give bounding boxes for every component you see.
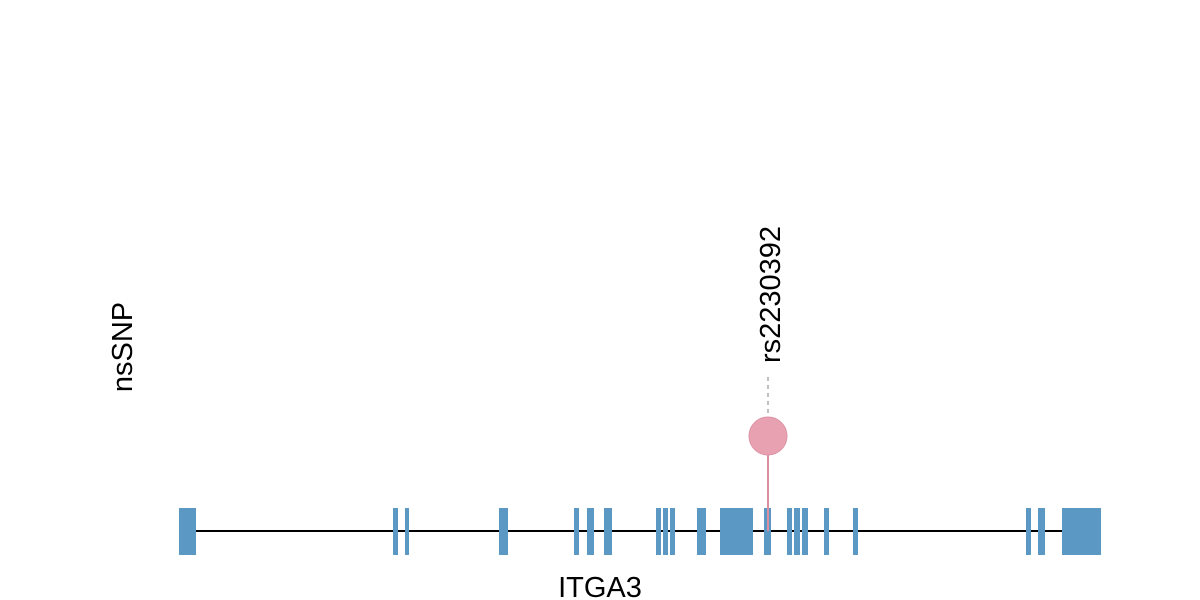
exon-1 (179, 508, 196, 555)
exon-5 (574, 508, 579, 555)
exon-18 (824, 508, 829, 555)
exon-12 (720, 508, 727, 555)
exon-16 (794, 508, 800, 555)
exon-15 (787, 508, 792, 555)
exon-17 (802, 508, 808, 555)
exon-6 (587, 508, 594, 555)
exon-11 (697, 508, 706, 555)
exon-21 (1038, 508, 1045, 555)
exon-22 (1062, 508, 1101, 555)
exon-10 (670, 508, 675, 555)
exon-group (179, 508, 1101, 555)
exon-20 (1026, 508, 1031, 555)
exon-8 (656, 508, 661, 555)
exon-4 (499, 508, 508, 555)
variant-marker[interactable] (748, 416, 788, 456)
exon-14 (764, 508, 771, 555)
exon-13 (727, 508, 753, 555)
exon-3 (405, 508, 409, 555)
exon-7 (604, 508, 612, 555)
exon-9 (663, 508, 668, 555)
variant-label: rs2230392 (755, 226, 787, 363)
gene-name: ITGA3 (558, 572, 642, 600)
exon-19 (853, 508, 858, 555)
track-label: nsSNP (107, 302, 139, 392)
exon-2 (393, 508, 398, 555)
